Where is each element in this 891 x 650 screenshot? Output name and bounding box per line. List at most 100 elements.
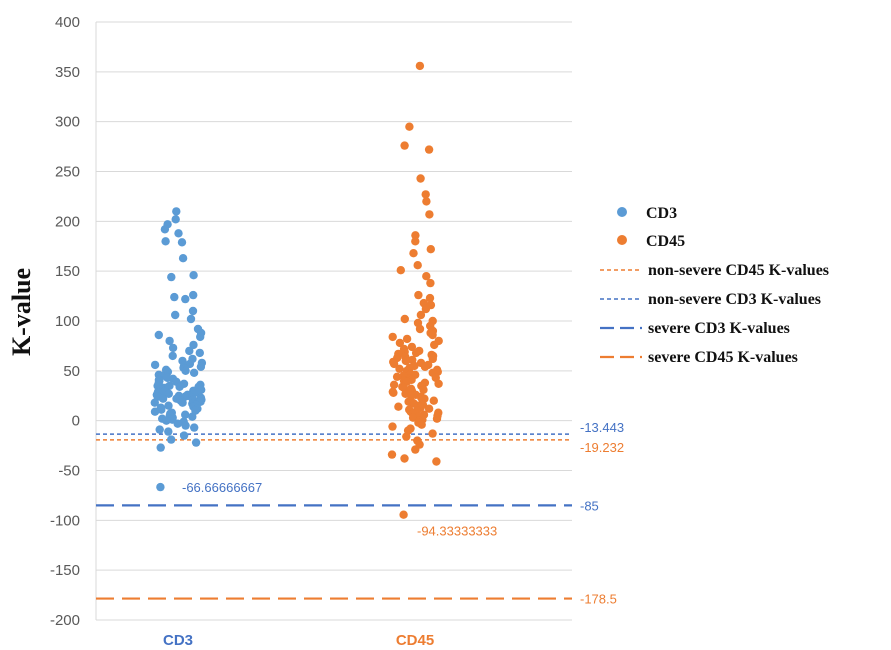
data-point [177, 238, 187, 247]
point-annotation: -66.66666667 [182, 480, 262, 495]
data-point [428, 429, 437, 438]
legend-entry: non-severe CD45 K-values [648, 262, 829, 279]
data-point [407, 342, 417, 352]
data-point [411, 231, 420, 240]
y-tick-label: -150 [50, 562, 80, 579]
data-point [426, 245, 435, 254]
data-point [402, 334, 412, 344]
data-point [411, 445, 420, 454]
data-point [179, 431, 189, 440]
data-point [181, 410, 190, 419]
data-point [399, 510, 408, 519]
data-point [420, 362, 430, 371]
data-point [424, 404, 434, 413]
data-point [430, 340, 439, 350]
data-point [189, 271, 198, 280]
y-tick-label: 100 [55, 313, 80, 330]
data-point [415, 61, 425, 71]
data-point [425, 293, 435, 303]
y-tick-label: -200 [50, 612, 80, 629]
data-point [396, 266, 405, 275]
data-point [429, 396, 438, 405]
data-point [188, 306, 198, 316]
data-point [416, 174, 425, 183]
data-point [171, 215, 180, 224]
data-point [167, 272, 176, 282]
data-point [400, 141, 409, 150]
y-axis-tick-labels: -200 -150 -100 -50 0 50 100 150 200 250 300 350 400 [50, 14, 80, 629]
reference-line-label: -178.5 [580, 592, 617, 607]
point-annotations: -66.66666667 -94.33333333 [182, 480, 497, 539]
x-axis-category-labels: CD3 CD45 [163, 632, 434, 649]
y-tick-label: 0 [72, 413, 80, 430]
data-point [150, 360, 160, 370]
reference-line-label: -13.443 [580, 420, 624, 435]
data-point [196, 332, 205, 342]
data-point [195, 348, 204, 358]
data-point [174, 229, 183, 238]
y-axis-label: K-value [7, 268, 36, 356]
gridlines [95, 21, 572, 621]
y-tick-label: 200 [55, 213, 80, 230]
reference-lines: -19.232 -13.443 -85 -178.5 [96, 420, 624, 607]
data-point [189, 290, 198, 300]
data-point [178, 398, 187, 407]
data-point [428, 330, 437, 340]
legend-entry: severe CD3 K-values [648, 320, 790, 337]
data-point [402, 432, 411, 441]
data-point [190, 423, 199, 432]
data-point [170, 292, 179, 302]
data-point [389, 359, 399, 369]
data-point [388, 332, 397, 342]
data-point [181, 294, 190, 304]
data-point [400, 314, 409, 324]
data-point [150, 407, 160, 416]
data-point [173, 419, 182, 428]
data-point [150, 398, 159, 407]
legend-entry: severe CD45 K-values [648, 349, 798, 366]
data-point [161, 237, 170, 246]
data-point [394, 402, 403, 411]
data-point [401, 356, 410, 366]
data-point [417, 420, 426, 429]
data-point [181, 421, 190, 430]
data-point [405, 122, 414, 131]
data-point [155, 425, 164, 434]
data-point [413, 261, 422, 270]
x-category-label: CD3 [163, 632, 193, 649]
data-point [422, 272, 431, 281]
legend: CD3 CD45 non-severe CD45 K-values non-sever… [600, 205, 829, 366]
data-point [160, 225, 170, 234]
data-point [178, 254, 188, 263]
data-point [157, 405, 166, 414]
data-point [419, 385, 428, 394]
y-tick-label: 50 [63, 363, 80, 380]
data-point [191, 438, 201, 447]
data-point [414, 290, 423, 300]
data-point [175, 382, 184, 391]
data-point [395, 364, 404, 373]
data-point [189, 368, 199, 377]
data-point [411, 348, 421, 358]
data-point [181, 366, 190, 375]
y-tick-label: 300 [55, 114, 80, 131]
data-point [421, 190, 430, 199]
data-point [162, 416, 171, 425]
data-point [172, 207, 181, 216]
data-point [409, 249, 418, 258]
data-point [422, 197, 431, 206]
legend-marker [617, 235, 627, 245]
data-point [189, 340, 198, 350]
data-point [434, 379, 443, 388]
data-point [424, 145, 434, 154]
data-point [388, 422, 397, 431]
legend-marker [617, 207, 627, 217]
reference-line-label: -85 [580, 498, 599, 513]
data-point [164, 401, 173, 410]
y-tick-label: 350 [55, 64, 80, 81]
legend-entry: CD45 [646, 233, 685, 250]
data-point [426, 278, 435, 288]
data-point [389, 388, 398, 397]
y-tick-label: 150 [55, 263, 80, 280]
